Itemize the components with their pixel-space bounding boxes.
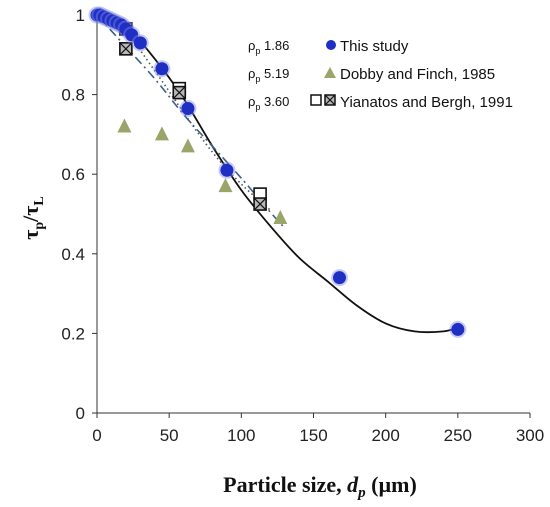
legend-rho-1: ρp 1.86 bbox=[248, 38, 289, 56]
circle-point bbox=[125, 28, 139, 42]
legend-entry-dobby-finch: ρp 5.19 Dobby and Finch, 1985 bbox=[248, 66, 495, 84]
triangle-point bbox=[273, 209, 288, 224]
circle-point bbox=[451, 322, 465, 336]
circle-point bbox=[220, 163, 234, 177]
y-tick-label: 0.6 bbox=[61, 165, 85, 184]
legend-entry-yianatos-bergh: ρp 3.60 Yianatos and Bergh, 1991 bbox=[248, 94, 513, 112]
triangle-point bbox=[117, 118, 132, 133]
y-tick-label: 0.8 bbox=[61, 86, 85, 105]
fit-lines bbox=[96, 14, 459, 334]
legend-entry-this-study: ρp 1.86 This study bbox=[248, 38, 409, 56]
crossed-square-point bbox=[172, 85, 187, 100]
x-tick-label: 0 bbox=[92, 426, 101, 445]
legend-label-yianatos-bergh: Yianatos and Bergh, 1991 bbox=[340, 94, 513, 111]
axes: 0 50 100 150 200 250 300 0 0.2 0.4 0.6 0.8 1 bbox=[61, 6, 544, 445]
y-tick-label: 0.2 bbox=[61, 324, 85, 343]
y-tick-label: 0 bbox=[76, 404, 85, 423]
circle-point bbox=[133, 36, 147, 50]
x-axis-title: Particle size, dp (µm) bbox=[223, 472, 417, 501]
x-tick-label: 50 bbox=[160, 426, 179, 445]
legend-rho-3: ρp 3.60 bbox=[248, 94, 289, 112]
x-tick-label: 100 bbox=[227, 426, 255, 445]
legend-marker-triangle bbox=[324, 67, 336, 78]
fit-line-solid bbox=[96, 14, 459, 334]
data-points bbox=[88, 6, 467, 338]
crossed-square-point bbox=[119, 42, 133, 56]
legend-label-dobby-finch: Dobby and Finch, 1985 bbox=[340, 66, 495, 83]
circle-point bbox=[332, 271, 346, 285]
x-tick-label: 150 bbox=[299, 426, 327, 445]
legend-label-this-study: This study bbox=[340, 38, 409, 55]
legend-rho-2: ρp 5.19 bbox=[248, 66, 289, 84]
circle-point bbox=[155, 62, 169, 76]
x-tick-label: 300 bbox=[516, 426, 544, 445]
x-tick-label: 200 bbox=[371, 426, 399, 445]
legend-marker-open-square bbox=[310, 94, 322, 106]
y-axis-title: τp/τL bbox=[18, 196, 47, 240]
y-tick-label: 1 bbox=[76, 6, 85, 25]
crossed-square-point bbox=[253, 197, 267, 211]
circle-point bbox=[181, 102, 195, 116]
triangle-point bbox=[180, 138, 195, 153]
y-tick-label: 0.4 bbox=[61, 245, 85, 264]
x-tick-label: 250 bbox=[444, 426, 472, 445]
legend: ρp 1.86 This study ρp 5.19 Dobby and Fin… bbox=[248, 38, 513, 112]
legend-marker-circle bbox=[326, 40, 336, 50]
triangle-point bbox=[154, 126, 169, 141]
legend-marker-crossed-square bbox=[324, 94, 336, 106]
triangle-point bbox=[218, 178, 233, 193]
